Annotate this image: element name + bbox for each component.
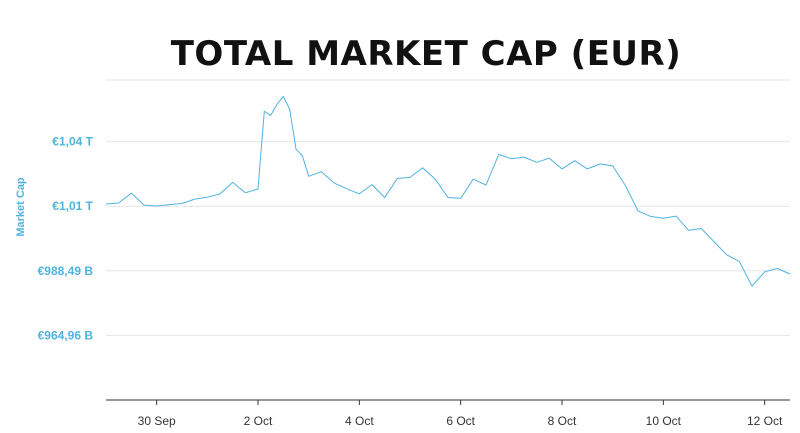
y-tick-label: €1,01 T xyxy=(52,199,93,213)
x-tick-label: 6 Oct xyxy=(446,414,475,428)
chart-title: TOTAL MARKET CAP (EUR) xyxy=(170,34,682,74)
x-tick-label: 30 Sep xyxy=(138,414,176,428)
grid-lines xyxy=(106,141,790,336)
y-axis-ticks: €964,96 B €988,49 B €1,01 T €1,04 T xyxy=(38,135,94,343)
y-tick-label: €988,49 B xyxy=(38,264,94,278)
x-axis-ticks: 30 Sep 2 Oct 4 Oct 6 Oct 8 Oct 10 Oct 12 Oct xyxy=(138,400,783,428)
x-tick-label: 2 Oct xyxy=(244,414,273,428)
y-axis-label: Market Cap xyxy=(15,177,27,237)
x-tick-label: 4 Oct xyxy=(345,414,374,428)
y-tick-label: €1,04 T xyxy=(52,135,93,149)
y-tick-label: €964,96 B xyxy=(38,328,94,342)
x-tick-label: 10 Oct xyxy=(646,414,682,428)
x-tick-label: 12 Oct xyxy=(747,414,783,428)
series-group xyxy=(105,96,791,287)
series-line xyxy=(105,96,791,287)
x-tick-label: 8 Oct xyxy=(548,414,577,428)
